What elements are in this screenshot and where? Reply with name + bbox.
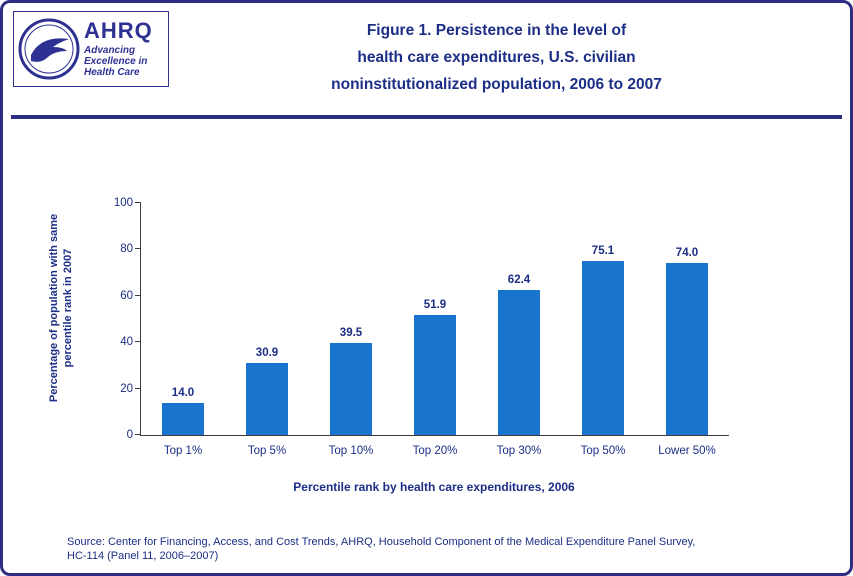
x-tick-label: Top 10%: [328, 445, 374, 457]
bar: [414, 314, 456, 435]
bar-slot: 30.9 Top 5%: [225, 203, 309, 457]
y-tick-label: 80: [120, 243, 133, 256]
plot-area: 14.0 Top 1% 30.9 Top 5% 39.5 Top 10% 51.9 Top 2…: [114, 197, 729, 457]
bar: [582, 260, 624, 435]
y-tick-mark: [135, 294, 141, 296]
figure-title-line: health care expenditures, U.S. civilian: [357, 49, 636, 66]
source-note-line: Source: Center for Financing, Access, an…: [67, 536, 696, 548]
x-tick-label: Lower 50%: [658, 445, 716, 457]
x-tick-label: Top 20%: [412, 445, 458, 457]
x-tick-label: Top 5%: [247, 445, 287, 457]
bar: [498, 290, 540, 435]
bar-slot: 51.9 Top 20%: [393, 203, 477, 457]
y-tick-mark: [135, 248, 141, 250]
y-axis-title-line: percentile rank in 2007: [62, 248, 74, 368]
y-axis-title: Percentage of population with same perce…: [47, 158, 75, 458]
bar: [246, 363, 288, 435]
y-tick-label: 40: [120, 336, 133, 349]
x-tick-label: Top 50%: [580, 445, 626, 457]
x-tick-label: Top 30%: [496, 445, 542, 457]
source-note-line: HC-114 (Panel 11, 2006–2007): [67, 550, 219, 562]
bar-value-label: 14.0: [171, 386, 195, 399]
y-tick-mark: [135, 387, 141, 389]
bar: [666, 263, 708, 435]
hhs-seal-icon: [18, 18, 80, 80]
figure-title-line: Figure 1. Persistence in the level of: [366, 22, 627, 39]
bar-value-label: 30.9: [255, 347, 279, 360]
bar-value-label: 74.0: [675, 247, 699, 260]
y-tick-label: 0: [126, 429, 133, 441]
bar-value-label: 39.5: [339, 327, 363, 340]
bar-slot: 14.0 Top 1%: [141, 203, 225, 457]
source-note: Source: Center for Financing, Access, an…: [67, 535, 695, 563]
ahrq-tagline-line: Health Care: [84, 67, 140, 78]
x-axis-title: Percentile rank by health care expenditu…: [293, 480, 575, 494]
y-tick-mark: [135, 434, 141, 435]
ahrq-logo: AHRQ Advancing Excellence in Health Care: [13, 11, 169, 87]
ahrq-logo-text: AHRQ Advancing Excellence in Health Care: [84, 18, 153, 79]
header-divider: [11, 115, 842, 119]
bar-value-label: 51.9: [423, 298, 447, 311]
bar-slot: 39.5 Top 10%: [309, 203, 393, 457]
bar: [330, 343, 372, 435]
bar-slot: 75.1 Top 50%: [561, 203, 645, 457]
y-tick-label: 100: [113, 197, 133, 209]
y-tick-label: 60: [120, 289, 133, 302]
bar-slot: 74.0 Lower 50%: [645, 203, 729, 457]
y-axis-title-line: Percentage of population with same: [48, 213, 60, 403]
bar-value-label: 75.1: [591, 244, 615, 257]
bar: [162, 402, 204, 435]
y-tick-mark: [135, 202, 141, 203]
ahrq-tagline-line: Advancing: [84, 45, 136, 56]
y-tick-mark: [135, 341, 141, 343]
bar-series: 14.0 Top 1% 30.9 Top 5% 39.5 Top 10% 51.9 Top 2…: [141, 203, 729, 457]
bar-value-label: 62.4: [507, 274, 531, 287]
bar-slot: 62.4 Top 30%: [477, 203, 561, 457]
ahrq-tagline: Advancing Excellence in Health Care: [84, 45, 153, 78]
ahrq-tagline-line: Excellence in: [84, 56, 148, 67]
figure-title-line: noninstitutionalized population, 2006 to…: [331, 76, 662, 93]
figure-title: Figure 1. Persistence in the level of he…: [173, 17, 820, 98]
y-tick-label: 20: [120, 382, 133, 395]
ahrq-wordmark: AHRQ: [84, 18, 153, 43]
x-tick-label: Top 1%: [163, 445, 203, 457]
